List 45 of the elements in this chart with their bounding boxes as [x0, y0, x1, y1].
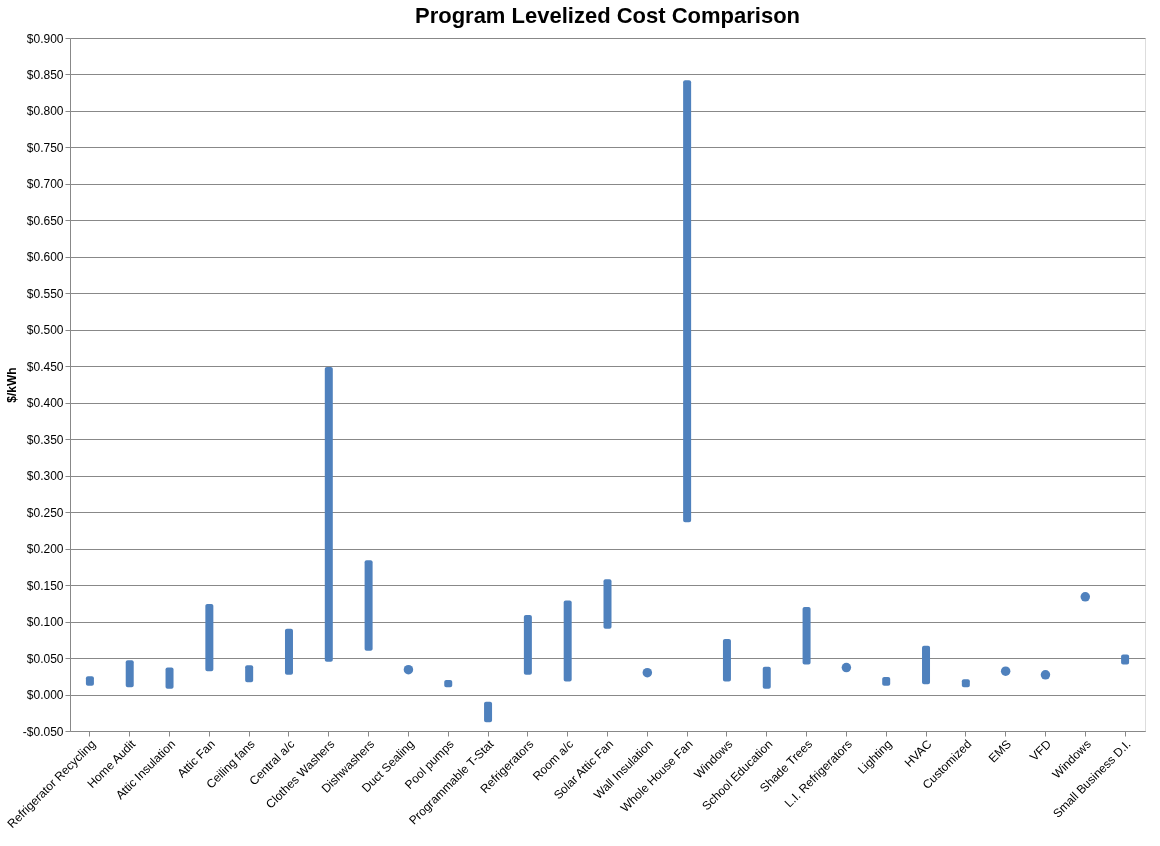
- y-tick-label: $0.700: [26, 177, 64, 192]
- chart-title: Program Levelized Cost Comparison: [414, 3, 801, 28]
- bar: [563, 600, 572, 682]
- y-tick-label: $0.300: [26, 469, 64, 484]
- bar: [284, 628, 293, 675]
- bar: [125, 660, 134, 688]
- point: [1000, 666, 1011, 676]
- bar: [762, 666, 771, 689]
- bar: [245, 665, 254, 683]
- point: [1080, 592, 1091, 602]
- bar: [324, 366, 333, 662]
- x-tick-label: VFD: [1027, 736, 1055, 764]
- y-tick-label: $0.550: [26, 286, 64, 301]
- y-tick-label: $0.000: [26, 688, 64, 703]
- y-tick-label: -$0.050: [22, 724, 64, 739]
- bar: [722, 639, 731, 682]
- bar: [683, 80, 692, 523]
- y-tick-label: $0.450: [26, 359, 64, 374]
- bar: [523, 615, 532, 675]
- bar: [802, 606, 811, 665]
- bar: [165, 667, 174, 689]
- y-tick-label: $0.650: [26, 213, 64, 228]
- point: [841, 662, 852, 673]
- y-tick-label: $0.800: [26, 104, 64, 119]
- bar: [922, 645, 931, 685]
- y-tick-label: $0.100: [26, 615, 64, 630]
- bar: [205, 604, 214, 672]
- y-tick-label: $0.050: [26, 651, 64, 666]
- bar: [603, 579, 612, 629]
- y-tick-label: $0.850: [26, 67, 64, 82]
- y-tick-label: $0.500: [26, 323, 64, 338]
- y-tick-label: $0.750: [26, 140, 64, 155]
- y-tick-label: $0.250: [26, 505, 64, 520]
- y-tick-label: $0.200: [26, 542, 64, 557]
- y-tick-label: $0.350: [26, 432, 64, 447]
- y-axis-title: $/kWh: [4, 367, 19, 403]
- y-tick-label: $0.400: [26, 396, 64, 411]
- point: [642, 667, 653, 678]
- bar: [364, 560, 373, 651]
- point: [403, 664, 414, 675]
- bar: [484, 701, 493, 723]
- y-tick-label: $0.600: [26, 250, 64, 265]
- y-tick-label: $0.900: [26, 31, 64, 46]
- y-tick-label: $0.150: [26, 578, 64, 593]
- point: [1040, 670, 1051, 680]
